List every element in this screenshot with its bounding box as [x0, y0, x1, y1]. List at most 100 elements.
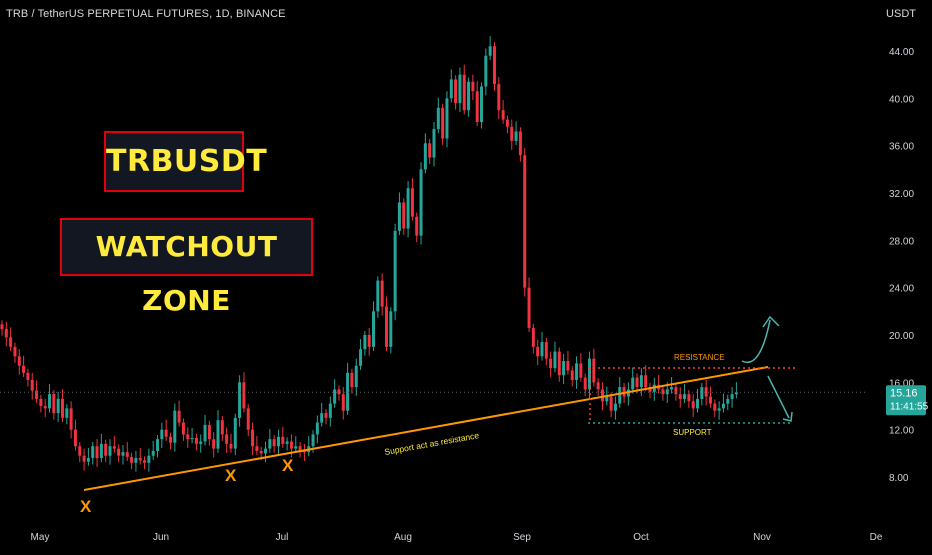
- candle-body[interactable]: [683, 394, 687, 399]
- candle-body[interactable]: [190, 437, 194, 440]
- candle-body[interactable]: [389, 311, 393, 347]
- candle-body[interactable]: [242, 382, 246, 409]
- candle-body[interactable]: [367, 335, 371, 347]
- candle-body[interactable]: [579, 363, 583, 378]
- candle-body[interactable]: [177, 410, 181, 423]
- candle-body[interactable]: [704, 387, 708, 397]
- candle-body[interactable]: [117, 448, 121, 456]
- candle-body[interactable]: [164, 429, 168, 437]
- candle-body[interactable]: [104, 443, 108, 456]
- candle-body[interactable]: [531, 327, 535, 347]
- candle-body[interactable]: [229, 443, 233, 449]
- candle-body[interactable]: [492, 46, 496, 85]
- candle-body[interactable]: [35, 390, 39, 399]
- support-trendline[interactable]: [83, 366, 769, 491]
- candle-body[interactable]: [467, 81, 471, 111]
- candle-body[interactable]: [56, 398, 60, 414]
- candle-body[interactable]: [298, 446, 302, 451]
- candle-body[interactable]: [700, 387, 704, 399]
- candle-body[interactable]: [596, 382, 600, 390]
- candle-body[interactable]: [108, 446, 112, 456]
- candle-body[interactable]: [527, 287, 531, 328]
- candle-body[interactable]: [302, 450, 306, 453]
- candle-body[interactable]: [410, 188, 414, 217]
- candle-body[interactable]: [674, 387, 678, 395]
- candle-body[interactable]: [514, 131, 518, 141]
- candle-body[interactable]: [730, 394, 734, 399]
- candle-body[interactable]: [726, 398, 730, 404]
- candle-body[interactable]: [488, 46, 492, 56]
- candle-body[interactable]: [315, 422, 319, 435]
- candle-body[interactable]: [22, 365, 26, 373]
- candle-body[interactable]: [721, 403, 725, 409]
- candle-body[interactable]: [168, 436, 172, 443]
- candle-body[interactable]: [294, 446, 298, 449]
- candle-body[interactable]: [121, 452, 125, 456]
- candle-body[interactable]: [13, 346, 17, 357]
- candle-body[interactable]: [160, 429, 164, 440]
- candle-body[interactable]: [354, 365, 358, 388]
- candle-body[interactable]: [324, 413, 328, 418]
- candle-body[interactable]: [143, 460, 147, 463]
- candle-body[interactable]: [363, 335, 367, 350]
- candle-body[interactable]: [644, 375, 648, 388]
- candle-body[interactable]: [112, 446, 116, 449]
- candle-body[interactable]: [181, 422, 185, 435]
- candle-body[interactable]: [311, 434, 315, 447]
- candle-body[interactable]: [9, 337, 13, 347]
- candle-body[interactable]: [454, 79, 458, 104]
- candle-body[interactable]: [186, 434, 190, 440]
- candle-body[interactable]: [575, 363, 579, 380]
- candle-body[interactable]: [225, 434, 229, 444]
- candle-body[interactable]: [510, 126, 514, 141]
- candle-body[interactable]: [618, 387, 622, 404]
- candle-body[interactable]: [380, 280, 384, 307]
- candle-body[interactable]: [445, 98, 449, 139]
- candle-body[interactable]: [216, 420, 220, 449]
- candle-body[interactable]: [4, 329, 8, 338]
- candle-body[interactable]: [566, 361, 570, 371]
- candle-body[interactable]: [207, 424, 211, 440]
- candle-body[interactable]: [173, 410, 177, 443]
- candle-body[interactable]: [436, 107, 440, 130]
- candle-body[interactable]: [678, 394, 682, 399]
- candle-body[interactable]: [328, 403, 332, 418]
- candle-body[interactable]: [497, 84, 501, 111]
- candle-body[interactable]: [60, 398, 64, 418]
- candle-body[interactable]: [255, 446, 259, 451]
- candle-body[interactable]: [333, 389, 337, 404]
- candle-body[interactable]: [341, 394, 345, 411]
- candle-body[interactable]: [462, 74, 466, 111]
- candle-body[interactable]: [402, 202, 406, 229]
- candle-body[interactable]: [536, 346, 540, 357]
- candle-body[interactable]: [246, 408, 250, 430]
- candle-body[interactable]: [415, 216, 419, 236]
- candle-body[interactable]: [583, 377, 587, 390]
- candle-body[interactable]: [419, 169, 423, 236]
- candle-body[interactable]: [194, 437, 198, 444]
- price-axis[interactable]: 44.00 40.00 36.00 32.00 28.00 24.00 20.00 16.00…: [889, 47, 914, 484]
- candle-body[interactable]: [501, 110, 505, 120]
- candle-body[interactable]: [289, 441, 293, 449]
- candle-body[interactable]: [384, 306, 388, 347]
- candle-body[interactable]: [43, 406, 47, 409]
- candle-body[interactable]: [687, 394, 691, 402]
- candle-body[interactable]: [337, 389, 341, 395]
- candle-body[interactable]: [549, 358, 553, 369]
- candle-body[interactable]: [264, 448, 268, 454]
- candle-body[interactable]: [65, 408, 69, 418]
- candle-body[interactable]: [458, 74, 462, 104]
- candle-body[interactable]: [272, 439, 276, 447]
- candle-body[interactable]: [82, 455, 86, 462]
- candle-body[interactable]: [428, 143, 432, 158]
- candle-body[interactable]: [441, 107, 445, 139]
- candle-body[interactable]: [570, 370, 574, 380]
- candle-body[interactable]: [151, 450, 155, 456]
- candle-body[interactable]: [713, 403, 717, 411]
- candle-body[interactable]: [691, 401, 695, 409]
- candle-body[interactable]: [251, 429, 255, 447]
- candle-body[interactable]: [562, 361, 566, 376]
- candle-body[interactable]: [73, 429, 77, 447]
- time-axis[interactable]: May Jun Jul Aug Sep Oct Nov De: [31, 532, 883, 543]
